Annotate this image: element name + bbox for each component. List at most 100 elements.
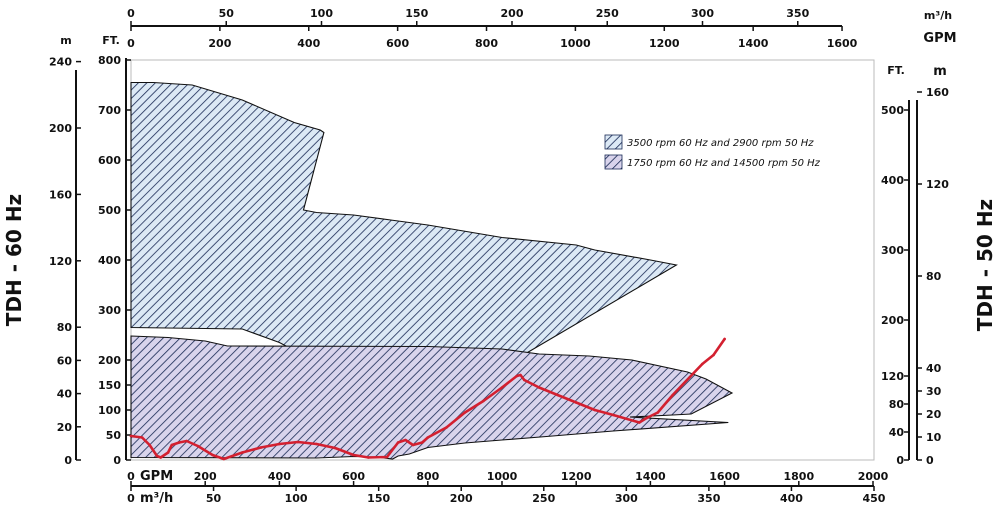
top-m3h-unit: m³/h xyxy=(924,9,952,22)
left-ft-tick-label: 700 xyxy=(98,104,121,117)
bottom-gpm-tick-label: 600 xyxy=(342,470,365,483)
red-line-point xyxy=(519,373,522,377)
top-gpm-tick-label: 800 xyxy=(475,37,498,50)
right-m-axis: 0 10 20 30 40 80 120 160 xyxy=(916,86,949,467)
bottom-m3h-tick-label: 0 xyxy=(127,492,135,505)
red-line-point xyxy=(426,436,430,439)
right-ft-axis: 0 40 80 120 200 300 400 500 xyxy=(881,100,910,467)
left-ft-tick-label: 500 xyxy=(98,204,121,217)
red-line-point xyxy=(385,455,389,459)
bottom-gpm-tick-label: 1000 xyxy=(487,470,518,483)
bottom-gpm-tick-label: 800 xyxy=(416,470,439,483)
right-ft-tick-label: 300 xyxy=(881,244,904,257)
left-m-tick-label: 120 xyxy=(49,255,72,268)
top-gpm-tick-label: 1000 xyxy=(560,37,591,50)
red-line-point xyxy=(556,393,559,397)
right-m-tick-label: 30 xyxy=(926,385,942,398)
red-line-point xyxy=(523,378,526,382)
red-line-point xyxy=(612,413,615,417)
red-line-point xyxy=(712,353,715,357)
right-ft-unit: FT. xyxy=(887,64,905,77)
left-m-unit: m xyxy=(60,34,71,47)
top-m3h-tick-label: 250 xyxy=(596,7,619,20)
right-ft-tick-label: 200 xyxy=(881,314,904,327)
left-m-tick-label: 20 xyxy=(57,421,73,434)
red-line-point xyxy=(593,408,597,412)
top-gpm-tick-label: 1400 xyxy=(738,37,769,50)
red-line-point xyxy=(515,374,519,378)
red-line-point xyxy=(159,456,162,459)
bottom-gpm-unit: GPM xyxy=(140,469,173,484)
left-ft-axis: 0 50 100 150 200 300 400 500 600 700 800 xyxy=(98,54,131,467)
right-m-tick-label: 10 xyxy=(926,431,942,444)
bottom-m3h-tick-label: 150 xyxy=(367,492,390,505)
series-1750rpm-area xyxy=(130,335,734,460)
left-m-tick-label: 40 xyxy=(57,388,73,401)
bottom-m3h-tick-label: 300 xyxy=(615,492,638,505)
bottom-gpm-tick-label: 1400 xyxy=(635,470,666,483)
left-title: TDH - 60 Hz xyxy=(2,194,26,326)
left-ft-tick-label: 400 xyxy=(98,254,121,267)
left-m-tick-label: 0 xyxy=(64,454,72,467)
right-title: TDH - 50 Hz xyxy=(973,199,997,331)
top-m3h-tick-label: 100 xyxy=(310,7,333,20)
right-ft-tick-label: 40 xyxy=(889,426,905,439)
red-line-point xyxy=(656,411,660,414)
legend: 3500 rpm 60 Hz and 2900 rpm 50 Hz 1750 r… xyxy=(604,134,821,170)
right-m-tick-label: 40 xyxy=(926,362,942,375)
bottom-m3h-tick-label: 400 xyxy=(780,492,803,505)
right-m-tick-label: 160 xyxy=(926,86,949,99)
red-line-point xyxy=(148,443,151,447)
right-m-unit: m xyxy=(933,64,947,79)
red-line-point xyxy=(701,362,704,366)
left-m-tick-label: 60 xyxy=(57,354,73,367)
bottom-gpm-tick-label: 1800 xyxy=(783,470,814,483)
right-ft-tick-label: 120 xyxy=(881,370,904,383)
bottom-gpm-tick-label: 1200 xyxy=(561,470,592,483)
series-group xyxy=(129,81,734,461)
red-line-point xyxy=(278,442,281,446)
right-m-tick-label: 80 xyxy=(926,270,942,283)
left-m-tick-label: 80 xyxy=(57,321,73,334)
left-m-tick-label: 160 xyxy=(49,188,72,201)
red-line-point xyxy=(352,453,355,457)
top-gpm-tick-label: 1600 xyxy=(827,37,858,50)
right-m-tick-label: 20 xyxy=(926,408,942,421)
red-line-point xyxy=(638,421,641,424)
red-line-point xyxy=(185,439,188,443)
top-m3h-tick-label: 200 xyxy=(501,7,524,20)
bottom-gpm-tick-label: 400 xyxy=(268,470,291,483)
bottom-m3h-tick-label: 100 xyxy=(285,492,308,505)
left-ft-tick-label: 200 xyxy=(98,354,121,367)
left-ft-tick-label: 800 xyxy=(98,54,121,67)
top-gpm-axis: 0 200 400 600 800 1000 1200 1400 1600 xyxy=(127,25,858,50)
red-line-point xyxy=(241,451,244,454)
top-m3h-axis: 0 50 100 150 200 250 300 350 xyxy=(127,7,842,27)
red-line-point xyxy=(396,441,400,444)
bottom-m3h-axis: 0 50 100 150 200 250 300 350 400 450 xyxy=(127,485,886,505)
bottom-gpm-tick-label: 0 xyxy=(127,470,135,483)
red-line-point xyxy=(155,454,159,458)
bottom-gpm-axis: 0 200 400 600 800 1000 1200 1400 1600 1800 2000 xyxy=(127,470,889,487)
legend-swatch-purple xyxy=(604,154,623,170)
left-m-tick-label: 240 xyxy=(49,56,72,69)
top-gpm-tick-label: 200 xyxy=(208,37,231,50)
top-gpm-tick-label: 1200 xyxy=(649,37,680,50)
red-line-point xyxy=(671,393,674,397)
red-line-point xyxy=(482,399,485,403)
top-gpm-tick-label: 400 xyxy=(297,37,320,50)
bottom-m3h-unit: m³/h xyxy=(140,491,173,506)
red-line-point xyxy=(296,440,300,444)
red-line-point xyxy=(196,444,200,448)
left-m-axis: 0 20 40 60 80 120 160 200 240 xyxy=(49,56,81,467)
left-ft-tick-label: 300 xyxy=(98,304,121,317)
right-m-tick-label: 120 xyxy=(926,178,949,191)
red-line-point xyxy=(367,456,370,459)
red-line-point xyxy=(537,386,541,389)
red-line-point xyxy=(645,416,648,420)
right-ft-tick-label: 500 xyxy=(881,104,904,117)
legend-swatch-blue xyxy=(604,134,623,150)
bottom-gpm-tick-label: 200 xyxy=(194,470,217,483)
bottom-gpm-tick-label: 1600 xyxy=(709,470,740,483)
red-line-point xyxy=(129,434,133,438)
